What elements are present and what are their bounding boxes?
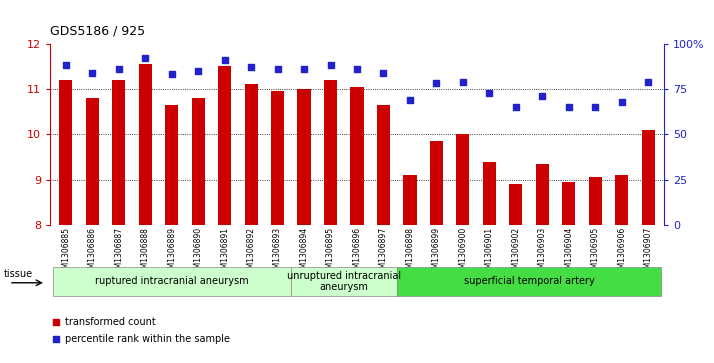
Bar	[218, 66, 231, 225]
Text: GSM1306887: GSM1306887	[114, 227, 124, 278]
Bar	[430, 141, 443, 225]
Bar	[615, 175, 628, 225]
Point	[139, 55, 151, 61]
FancyBboxPatch shape	[53, 267, 291, 296]
Bar	[351, 87, 363, 225]
Text: GSM1306891: GSM1306891	[220, 227, 229, 278]
Point	[431, 81, 442, 86]
Bar	[403, 175, 416, 225]
Bar	[112, 80, 126, 225]
Bar	[165, 105, 178, 225]
Bar	[139, 64, 152, 225]
Text: GSM1306888: GSM1306888	[141, 227, 150, 278]
Text: GSM1306907: GSM1306907	[643, 227, 653, 278]
Text: GSM1306906: GSM1306906	[617, 227, 626, 278]
Bar	[191, 98, 205, 225]
Text: GSM1306902: GSM1306902	[511, 227, 521, 278]
Text: GSM1306896: GSM1306896	[353, 227, 361, 278]
Point	[563, 104, 575, 110]
Text: GSM1306899: GSM1306899	[432, 227, 441, 278]
Text: GDS5186 / 925: GDS5186 / 925	[50, 24, 145, 37]
Bar	[324, 80, 337, 225]
Point	[378, 70, 389, 76]
Point	[60, 62, 71, 68]
Bar	[641, 130, 655, 225]
Point	[298, 66, 310, 72]
Text: GSM1306903: GSM1306903	[538, 227, 547, 278]
Point	[510, 104, 521, 110]
Bar	[588, 178, 602, 225]
Point	[536, 93, 548, 99]
Bar	[244, 85, 258, 225]
Point	[590, 104, 601, 110]
Text: GSM1306898: GSM1306898	[406, 227, 414, 278]
Bar	[562, 182, 575, 225]
FancyBboxPatch shape	[397, 267, 661, 296]
Bar	[59, 80, 73, 225]
Text: GSM1306890: GSM1306890	[193, 227, 203, 278]
Text: GSM1306885: GSM1306885	[61, 227, 71, 278]
Point	[457, 79, 468, 85]
Point	[404, 97, 416, 103]
Text: GSM1306900: GSM1306900	[458, 227, 468, 278]
Point	[643, 79, 654, 85]
Text: percentile rank within the sample: percentile rank within the sample	[66, 334, 231, 344]
Bar	[377, 105, 390, 225]
Point	[246, 64, 257, 70]
Text: GSM1306904: GSM1306904	[564, 227, 573, 278]
Point	[166, 72, 178, 77]
Text: GSM1306905: GSM1306905	[590, 227, 600, 278]
Text: GSM1306895: GSM1306895	[326, 227, 335, 278]
Bar	[86, 98, 99, 225]
Text: transformed count: transformed count	[66, 317, 156, 327]
Bar	[456, 134, 470, 225]
Point	[113, 66, 124, 72]
Text: GSM1306886: GSM1306886	[88, 227, 97, 278]
Text: GSM1306893: GSM1306893	[273, 227, 282, 278]
Text: GSM1306901: GSM1306901	[485, 227, 494, 278]
Bar	[271, 91, 284, 225]
Text: GSM1306894: GSM1306894	[300, 227, 308, 278]
Bar	[536, 164, 549, 225]
Point	[483, 90, 495, 95]
Text: superficial temporal artery: superficial temporal artery	[463, 276, 595, 286]
Point	[219, 57, 231, 63]
Point	[51, 319, 62, 325]
Point	[616, 99, 628, 105]
Point	[325, 62, 336, 68]
Bar	[483, 162, 496, 225]
Text: ruptured intracranial aneurysm: ruptured intracranial aneurysm	[95, 276, 248, 286]
Text: unruptured intracranial
aneurysm: unruptured intracranial aneurysm	[287, 270, 401, 292]
Point	[272, 66, 283, 72]
Point	[351, 66, 363, 72]
Bar	[509, 184, 523, 225]
Point	[86, 70, 98, 76]
Text: GSM1306892: GSM1306892	[246, 227, 256, 278]
Text: GSM1306897: GSM1306897	[379, 227, 388, 278]
Text: GSM1306889: GSM1306889	[167, 227, 176, 278]
Bar	[298, 89, 311, 225]
Text: tissue: tissue	[4, 269, 33, 279]
Point	[193, 68, 204, 74]
FancyBboxPatch shape	[291, 267, 397, 296]
Point	[51, 337, 62, 342]
